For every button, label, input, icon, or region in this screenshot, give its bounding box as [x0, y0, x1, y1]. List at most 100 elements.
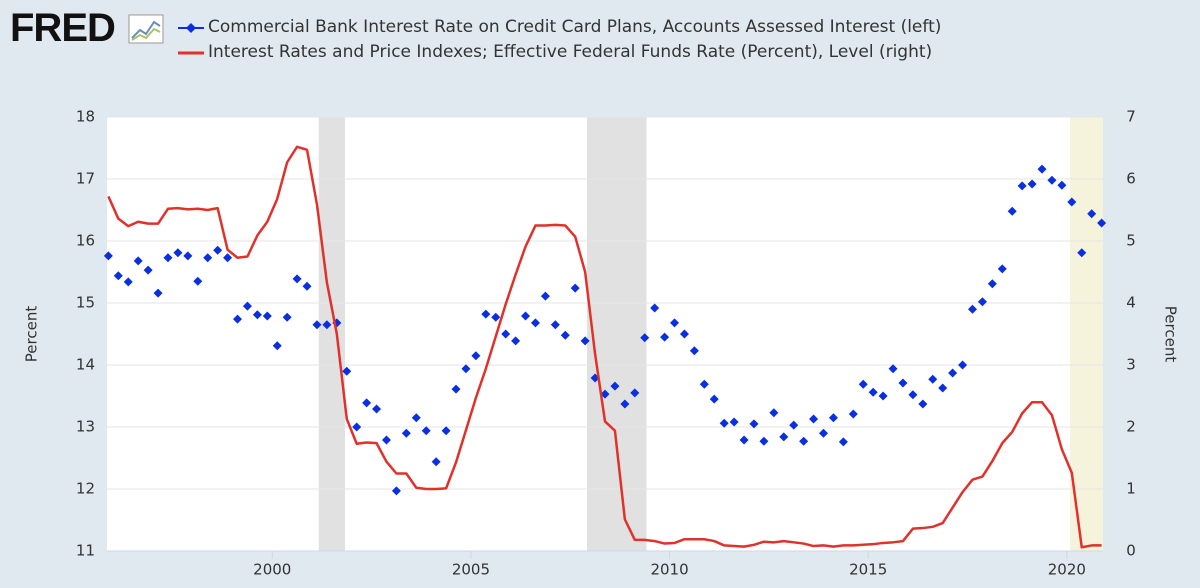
data-point	[699, 379, 709, 389]
data-point	[749, 419, 759, 429]
data-point	[242, 301, 252, 311]
data-point	[461, 364, 471, 374]
data-point	[1007, 206, 1017, 216]
data-point	[868, 387, 878, 397]
data-point	[481, 309, 491, 319]
logo: FRED	[10, 6, 116, 50]
data-point	[620, 399, 630, 409]
data-point	[143, 265, 153, 275]
x-tick-label: 2005	[452, 561, 490, 579]
y2-tick-label: 5	[1126, 232, 1136, 250]
data-point	[878, 391, 888, 401]
data-point	[987, 279, 997, 289]
y-tick-label: 11	[76, 542, 95, 560]
data-point	[372, 404, 382, 414]
legend-item: Interest Rates and Price Indexes; Effect…	[178, 40, 998, 65]
data-point	[948, 368, 958, 378]
data-point	[828, 413, 838, 423]
data-point	[958, 360, 968, 370]
recession-shading	[318, 117, 345, 551]
x-tick-label: 2000	[253, 561, 291, 579]
data-point	[213, 245, 223, 255]
data-point	[530, 318, 540, 328]
legend-label: Interest Rates and Price Indexes; Effect…	[208, 42, 933, 62]
data-point	[262, 311, 272, 321]
data-point	[1077, 248, 1087, 258]
data-point	[819, 428, 829, 438]
data-point	[858, 379, 868, 389]
data-point	[401, 428, 411, 438]
data-point	[888, 364, 898, 374]
data-point	[203, 253, 213, 263]
y-tick-label: 15	[76, 294, 95, 312]
y2-tick-label: 2	[1126, 418, 1136, 436]
data-point	[779, 432, 789, 442]
data-point	[570, 283, 580, 293]
data-point	[1047, 175, 1057, 185]
data-point	[908, 390, 918, 400]
y2-axis-label: Percent	[1162, 306, 1180, 363]
data-point	[918, 399, 928, 409]
x-tick-label: 2010	[650, 561, 688, 579]
data-point	[540, 291, 550, 301]
y-tick-label: 18	[76, 108, 95, 126]
data-point	[292, 274, 302, 284]
data-point	[799, 436, 809, 446]
data-point	[223, 253, 233, 263]
y-tick-label: 16	[76, 232, 95, 250]
data-point	[252, 310, 262, 320]
data-point	[928, 374, 938, 384]
data-point	[660, 332, 670, 342]
y-tick-label: 12	[76, 480, 95, 498]
data-point	[123, 277, 133, 287]
x-tick-label: 2015	[849, 561, 887, 579]
data-point	[838, 437, 848, 447]
data-point	[103, 251, 113, 261]
y2-tick-label: 4	[1126, 294, 1136, 312]
data-point	[1017, 181, 1027, 191]
data-point	[719, 418, 729, 428]
y-tick-label: 17	[76, 170, 95, 188]
data-point	[1027, 179, 1037, 189]
data-point	[451, 384, 461, 394]
data-point	[163, 253, 173, 263]
data-point	[183, 251, 193, 261]
y2-tick-label: 0	[1126, 542, 1136, 560]
data-point	[610, 381, 620, 391]
data-point	[491, 312, 501, 322]
data-point	[312, 320, 322, 330]
data-point	[729, 417, 739, 427]
data-point	[1037, 164, 1047, 174]
data-point	[550, 320, 560, 330]
legend-swatch	[178, 51, 204, 55]
data-point	[391, 486, 401, 496]
data-point	[411, 413, 421, 423]
data-point	[1067, 197, 1077, 207]
y2-tick-label: 3	[1126, 356, 1136, 374]
data-point	[113, 271, 123, 281]
data-point	[511, 336, 521, 346]
legend-swatch	[178, 23, 204, 33]
legend-item: Commercial Bank Interest Rate on Credit …	[178, 15, 998, 40]
data-point	[471, 351, 481, 361]
legend-label: Commercial Bank Interest Rate on Credit …	[208, 17, 942, 37]
data-point	[421, 426, 431, 436]
y-tick-label: 13	[76, 418, 95, 436]
logo-icon	[128, 14, 164, 44]
y-axis-label: Percent	[23, 306, 41, 363]
data-point	[580, 336, 590, 346]
data-point	[153, 288, 163, 298]
data-point	[173, 248, 183, 258]
data-point	[302, 281, 312, 291]
data-point	[1087, 209, 1097, 219]
data-point	[670, 318, 680, 328]
data-point	[560, 330, 570, 340]
data-line	[107, 145, 1102, 549]
y2-tick-label: 6	[1126, 170, 1136, 188]
data-point	[977, 297, 987, 307]
y-tick-label: 14	[76, 356, 95, 374]
data-point	[501, 329, 511, 339]
data-point	[630, 388, 640, 398]
